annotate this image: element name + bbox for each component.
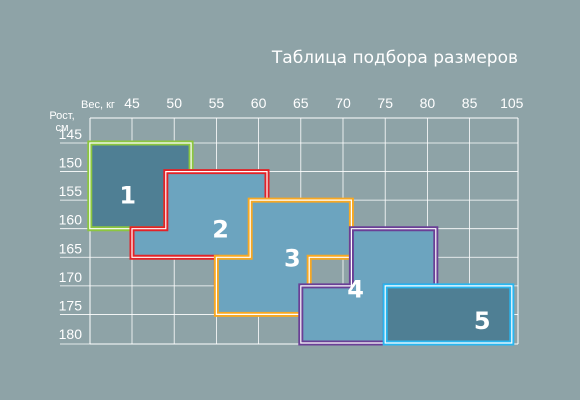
zone-number-3: 3 <box>284 244 301 272</box>
x-tick-label: 80 <box>420 95 436 111</box>
x-axis-label: Вес, кг <box>81 99 115 111</box>
x-tick-label: 70 <box>335 95 351 111</box>
x-tick-label: 105 <box>500 95 524 111</box>
zone-number-4: 4 <box>347 276 364 304</box>
y-tick-label: 155 <box>59 183 83 199</box>
x-tick-label: 60 <box>251 95 267 111</box>
zone-number-1: 1 <box>119 181 136 209</box>
y-tick-label: 180 <box>59 326 83 342</box>
x-tick-label: 45 <box>124 95 140 111</box>
x-tick-label: 55 <box>209 95 225 111</box>
zone-labels: 1 2 3 4 5 <box>119 181 490 335</box>
x-tick-label: 75 <box>377 95 393 111</box>
y-tick-label: 160 <box>59 212 83 228</box>
size-zone-outline-5 <box>384 285 513 344</box>
zone-number-2: 2 <box>212 216 229 244</box>
zone-number-5: 5 <box>474 307 491 335</box>
y-tick-label: 145 <box>59 126 83 142</box>
size-zones <box>87 140 515 346</box>
axes: Таблица подбора размеров Вес, кг Рост, с… <box>49 48 523 342</box>
size-zone-5 <box>382 283 515 346</box>
x-tick-label: 50 <box>166 95 182 111</box>
y-axis-label-line1: Рост, <box>49 110 74 122</box>
y-tick-label: 170 <box>59 269 83 285</box>
chart-title: Таблица подбора размеров <box>271 48 518 68</box>
y-axis-label-line2: см <box>55 122 68 134</box>
y-tick-label: 175 <box>59 297 83 313</box>
y-tick-label: 150 <box>59 155 83 171</box>
x-tick-label: 85 <box>462 95 478 111</box>
y-tick-label: 165 <box>59 240 83 256</box>
x-tick-label: 65 <box>293 95 309 111</box>
